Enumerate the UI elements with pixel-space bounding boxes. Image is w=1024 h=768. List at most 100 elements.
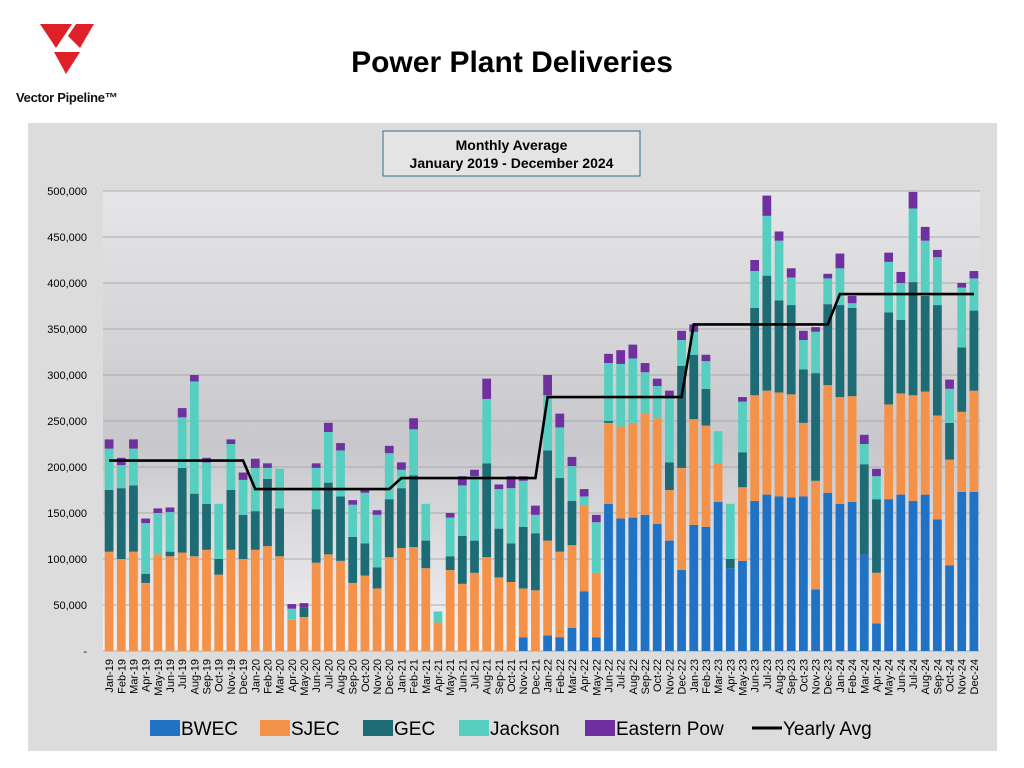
bar-bwec <box>628 517 638 651</box>
bar-bwec <box>677 570 686 651</box>
bar-gec <box>409 475 418 548</box>
x-tick-label: Aug-23 <box>774 659 786 694</box>
bar-jackson <box>141 523 151 574</box>
bar-sjec <box>336 560 345 651</box>
bar-sjec <box>884 404 894 500</box>
legend-swatch <box>363 720 393 736</box>
bar-sjec <box>250 549 260 651</box>
y-tick-label: 150,000 <box>47 508 87 520</box>
bar-gec <box>116 488 126 559</box>
bar-jackson <box>908 208 918 283</box>
bar-bwec <box>555 637 565 651</box>
bar-jackson <box>433 611 443 623</box>
x-tick-label: Apr-22 <box>579 659 591 692</box>
y-tick-label: 200,000 <box>47 462 87 474</box>
bar-sjec <box>275 556 285 651</box>
bar-bwec <box>823 492 833 651</box>
x-tick-label: May-19 <box>153 659 165 696</box>
bar-sjec <box>263 546 272 651</box>
bar-bwec <box>701 526 711 651</box>
bar-gec <box>786 305 796 395</box>
bar-sjec <box>604 422 613 504</box>
bar-eastern-pow <box>384 445 394 454</box>
y-tick-label: 500,000 <box>47 186 87 198</box>
bar-jackson <box>896 283 906 320</box>
bar-eastern-pow <box>506 476 516 489</box>
bar-jackson <box>494 489 504 529</box>
x-tick-label: Dec-23 <box>823 659 835 694</box>
bar-gec <box>689 354 699 420</box>
bar-jackson <box>153 513 163 555</box>
bar-gec <box>189 493 199 557</box>
x-tick-label: Dec-24 <box>969 659 981 694</box>
bar-gec <box>835 305 845 398</box>
bar-sjec <box>555 551 565 638</box>
bar-eastern-pow <box>920 226 930 241</box>
x-tick-label: Aug-19 <box>189 659 201 694</box>
x-tick-label: Feb-23 <box>701 659 713 694</box>
bar-jackson <box>518 480 528 527</box>
bar-sjec <box>957 411 967 492</box>
bar-eastern-pow <box>628 344 638 359</box>
bar-eastern-pow <box>348 500 358 505</box>
x-tick-label: Jan-20 <box>250 659 262 693</box>
y-tick-label: 100,000 <box>47 554 87 566</box>
bar-jackson <box>762 215 772 276</box>
bar-sjec <box>470 572 479 651</box>
legend: BWEC SJEC GEC Jackson Eastern Pow Yearly Avg <box>150 719 872 740</box>
x-tick-label: Oct-22 <box>652 659 664 692</box>
bar-jackson <box>421 503 431 541</box>
bar-sjec <box>738 487 747 561</box>
x-tick-label: Feb-22 <box>555 659 567 694</box>
bar-jackson <box>811 331 820 374</box>
bar-gec <box>104 490 114 552</box>
y-tick-label: 50,000 <box>53 600 87 612</box>
bar-bwec <box>969 491 979 651</box>
bar-eastern-pow <box>859 434 869 444</box>
bar-gec <box>908 282 918 396</box>
bar-eastern-pow <box>677 330 686 341</box>
bar-eastern-pow <box>555 413 565 428</box>
bar-gec <box>798 369 808 423</box>
bar-bwec <box>884 499 894 651</box>
bar-bwec <box>859 554 869 651</box>
bar-jackson <box>457 485 467 536</box>
bar-sjec <box>202 549 211 651</box>
x-tick-label: Aug-24 <box>920 659 932 694</box>
bar-jackson <box>677 340 686 366</box>
bar-gec <box>725 559 735 569</box>
x-tick-label: Jun-23 <box>750 659 762 693</box>
bar-sjec <box>567 545 577 628</box>
bar-jackson <box>543 395 552 451</box>
bar-eastern-pow <box>738 397 747 402</box>
bar-sjec <box>409 547 418 651</box>
bar-sjec <box>932 415 942 520</box>
vector-pipeline-logo-icon <box>40 24 94 74</box>
x-tick-label: Nov-24 <box>957 659 969 694</box>
bar-gec <box>762 275 772 391</box>
bar-bwec <box>811 589 820 651</box>
bar-sjec <box>823 385 833 493</box>
bar-sjec <box>494 577 504 651</box>
bar-jackson <box>872 476 881 500</box>
bar-eastern-pow <box>932 249 942 258</box>
bar-jackson <box>372 514 382 568</box>
x-tick-label: Jul-24 <box>908 659 920 689</box>
bar-bwec <box>640 514 650 651</box>
bar-bwec <box>945 565 954 651</box>
bar-gec <box>457 536 467 584</box>
bar-jackson <box>920 240 930 296</box>
bar-eastern-pow <box>482 378 492 399</box>
bar-jackson <box>287 608 297 620</box>
x-tick-label: Jun-21 <box>457 659 469 693</box>
x-tick-label: May-24 <box>884 659 896 696</box>
bar-jackson <box>555 427 565 479</box>
bar-sjec <box>421 568 431 651</box>
bar-sjec <box>750 395 760 502</box>
bar-bwec <box>665 540 674 651</box>
x-tick-label: Jul-21 <box>470 659 482 689</box>
bar-bwec <box>518 637 528 651</box>
x-tick-label: Sep-23 <box>786 659 798 694</box>
bar-sjec <box>616 426 626 519</box>
bar-sjec <box>165 556 175 651</box>
